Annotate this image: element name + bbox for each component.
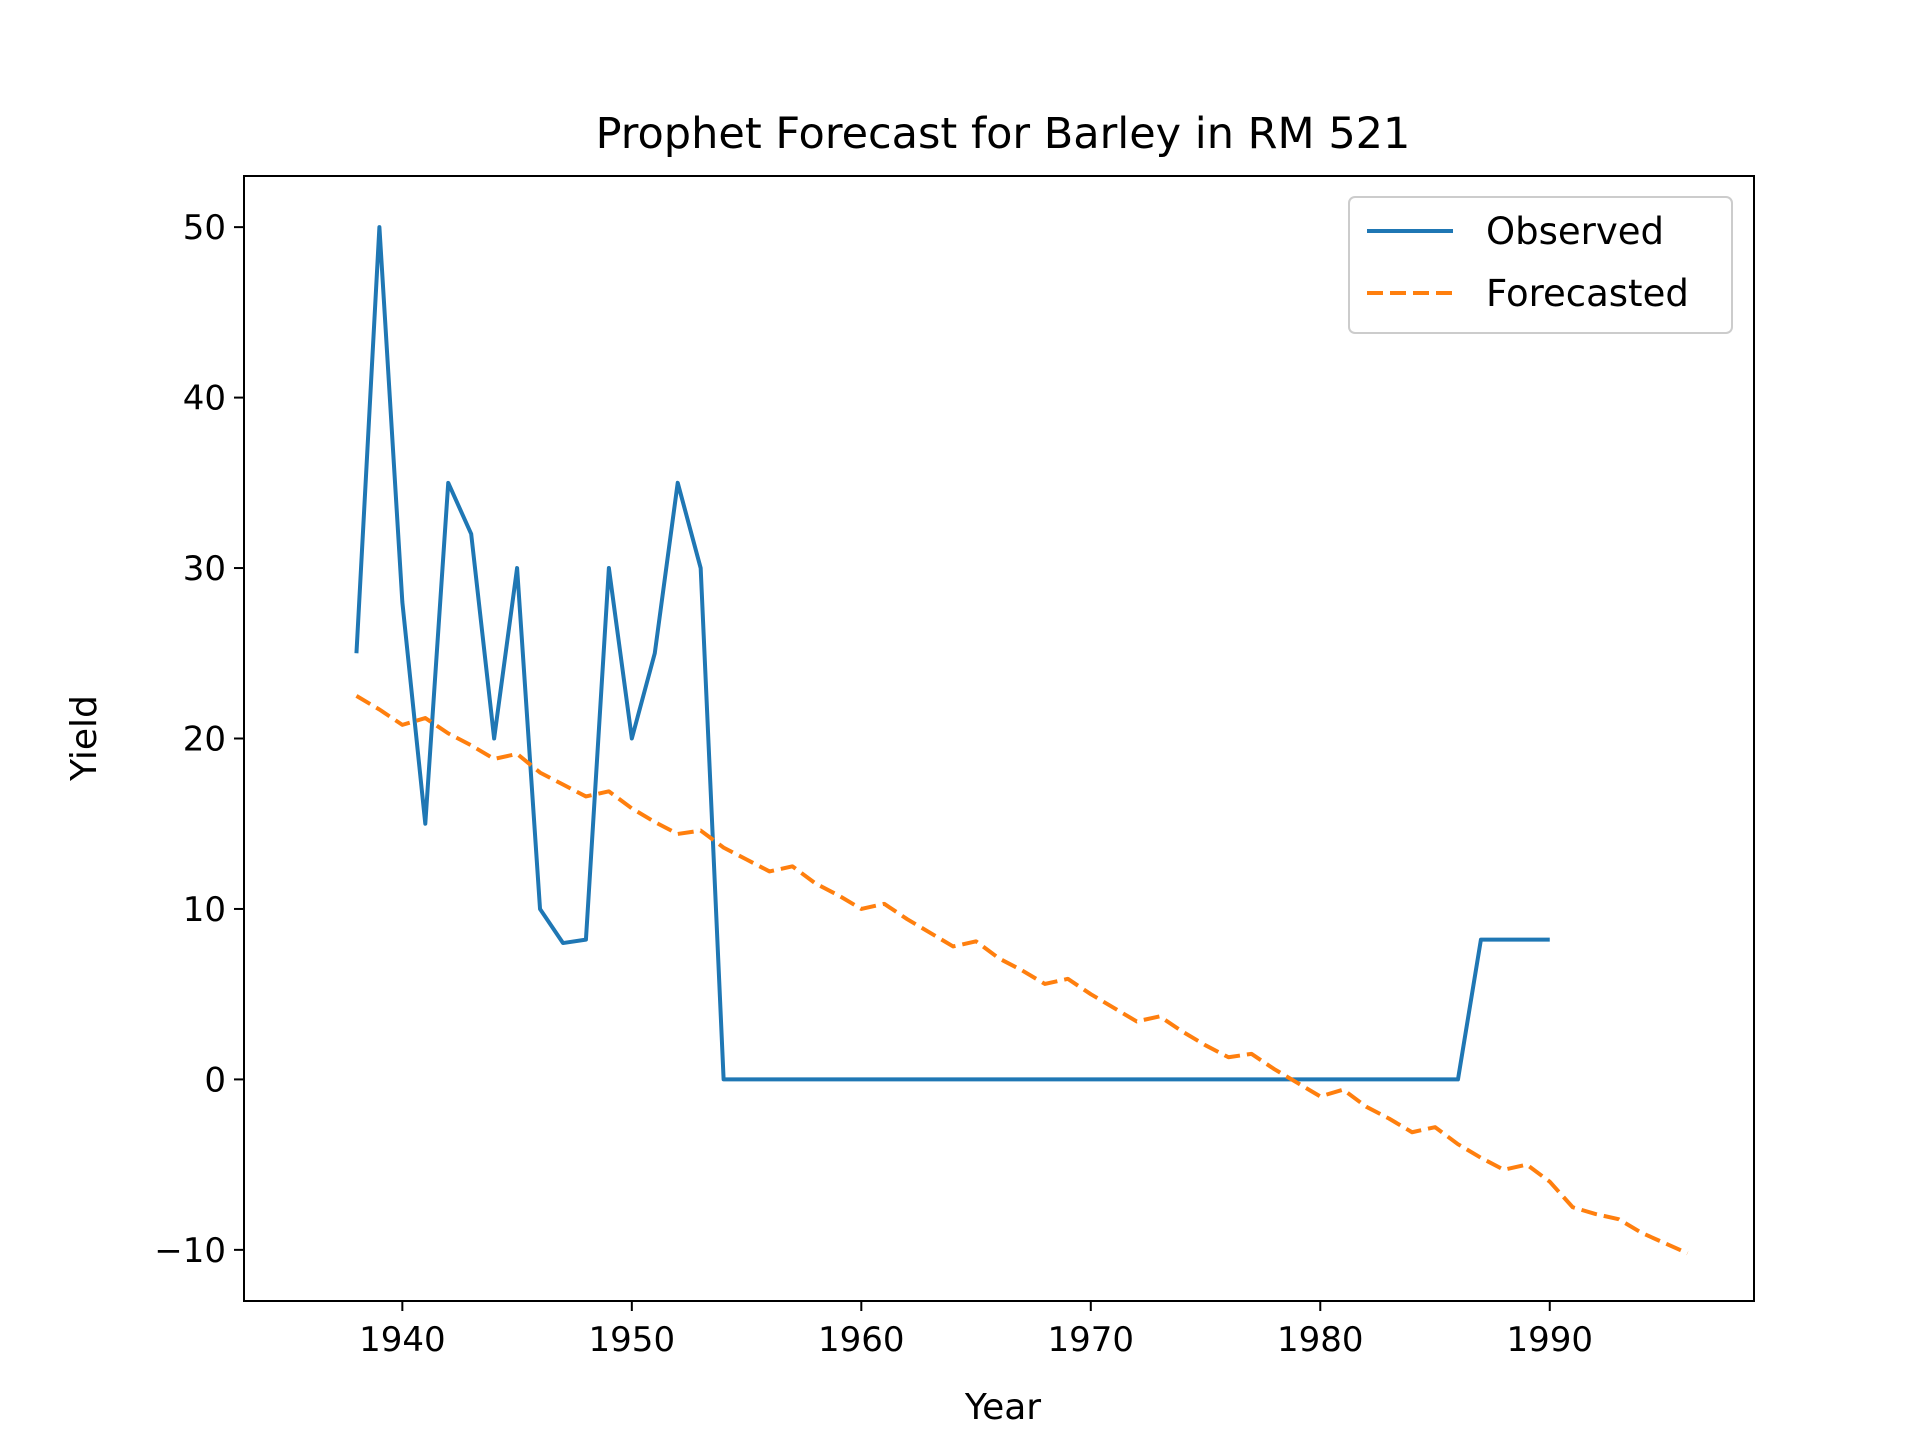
y-tick-label: 30 — [183, 549, 226, 589]
x-tick-label: 1940 — [359, 1320, 446, 1360]
plot-area — [244, 176, 1754, 1301]
series-forecasted-line — [355, 694, 1689, 1256]
y-tick-label: 0 — [204, 1060, 226, 1100]
y-tick-label: −10 — [154, 1231, 226, 1271]
x-tick-label: 1970 — [1048, 1320, 1135, 1360]
legend-observed-label: Observed — [1486, 210, 1664, 253]
y-axis: −10 0 10 20 30 40 50 — [154, 208, 244, 1271]
y-tick-label: 40 — [183, 379, 226, 419]
y-tick-label: 50 — [183, 208, 226, 248]
x-tick-label: 1980 — [1277, 1320, 1364, 1360]
chart-title: Prophet Forecast for Barley in RM 521 — [596, 109, 1411, 159]
y-axis-label: Yield — [64, 695, 105, 782]
plot-background — [244, 176, 1754, 1301]
x-tick-label: 1990 — [1506, 1320, 1593, 1360]
series-layer — [354, 225, 1689, 1256]
y-tick-label: 10 — [183, 890, 226, 930]
x-tick-label: 1960 — [818, 1320, 905, 1360]
y-tick-label: 20 — [183, 720, 226, 760]
x-axis: 1940 1950 1960 1970 1980 1990 — [359, 1301, 1593, 1360]
legend: Observed Forecasted — [1348, 196, 1733, 334]
x-tick-label: 1950 — [589, 1320, 676, 1360]
legend-forecasted-label: Forecasted — [1486, 272, 1689, 315]
series-observed-line — [354, 225, 1550, 1082]
x-axis-label: Year — [964, 1387, 1041, 1428]
